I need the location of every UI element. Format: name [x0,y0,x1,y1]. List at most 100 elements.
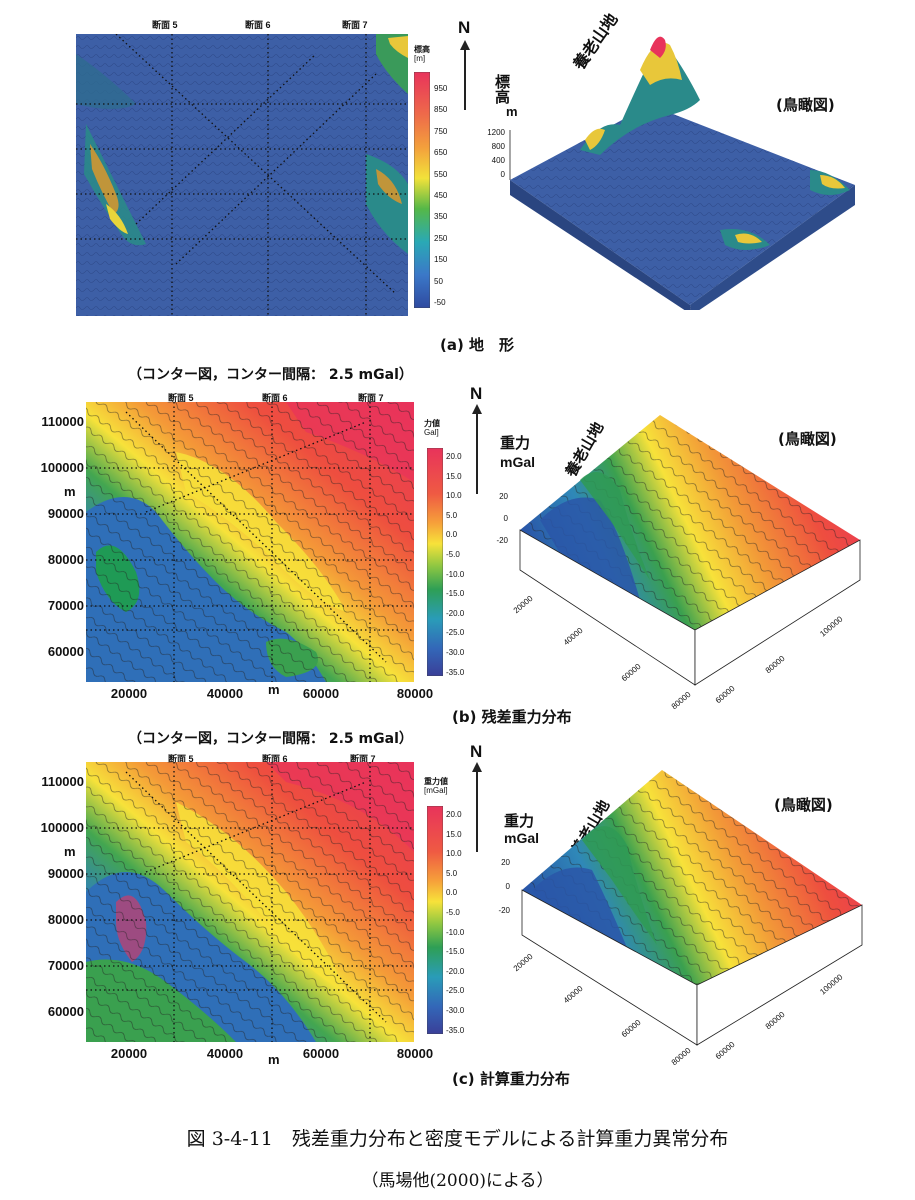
z-tick: -20 [496,536,508,545]
grav-legend-value: -35.0 [446,1025,465,1035]
elev-z-ticks: 1200 800 400 0 [475,128,505,184]
section-label-5: 断面 5 [168,393,194,403]
section-label-6: 断面 6 [262,393,288,403]
elev-legend-value: -50 [434,297,446,307]
north-label-b: N [470,384,483,403]
y-unit-c: m [64,844,76,859]
figure-source: （馬場他(2000)による） [361,1171,554,1191]
elev-legend-value: 550 [434,169,448,179]
grav-legend-title-c: 重力値 [424,777,448,786]
grav-legend-value: -15.0 [446,947,465,957]
elev-legend-value: 450 [434,190,448,200]
section-label-7: 断面 7 [358,393,384,403]
elev-z-title: 標高 [493,74,511,104]
z-title-c: 重力 [504,812,535,830]
grav-legend-unit-b: Gal] [424,428,439,437]
grav-legend-value: -20.0 [446,966,465,976]
z-tick: 0 [503,514,508,523]
section-label-7: 断面 7 [350,754,376,764]
x-tick: 60000 [302,1046,340,1061]
elev-z-tick: 0 [500,170,505,179]
grav-legend-value: -5.0 [446,549,460,559]
grav-legend-value: 15.0 [446,829,462,839]
z-ticks-c: 20 0 -20 [490,858,510,930]
y-tick: 90000 [47,866,84,881]
grav-legend-value: 0.0 [446,888,458,898]
north-label-a: N [458,18,471,37]
elev-z-unit: m [506,104,518,119]
elev-legend-value: 250 [434,233,448,243]
grav-legend-value: -30.0 [446,647,465,657]
y-tick: 60000 [47,644,84,659]
elev-z-tick: 800 [491,142,505,151]
grav-legend-value: 20.0 [446,452,462,461]
grav-legend-value: -25.0 [446,628,465,638]
x-tick: 80000 [396,686,434,701]
y-tick: 80000 [47,912,84,927]
x-tick: 80000 [396,1046,434,1061]
elev-legend-value: 850 [434,105,448,115]
z-tick: 0 [505,882,510,891]
header-c: （コンター図，コンター間隔： 2.5 mGal） [128,731,413,747]
north-arrow-icon [460,40,470,110]
y-tick: 100000 [40,460,84,475]
y-tick: 110000 [41,414,84,429]
z-title-b: 重力 [500,434,531,452]
elev-legend-unit: [m] [414,54,426,63]
y-ticks-c: 110000 100000 90000 80000 70000 60000 [4,774,84,1050]
x-tick: 20000 [110,686,148,701]
elev-legend-values: 950 850 750 650 550 450 350 250 150 50 -… [434,84,464,319]
grav-legend-values-c: 20.0 15.0 10.0 5.0 0.0 -5.0 -10.0 -15.0 … [446,810,480,1045]
section-label-5: 断面 5 [152,20,178,30]
grav-legend-value: -10.0 [446,569,465,579]
x-unit-b: m [268,682,280,697]
y-tick: 70000 [47,598,84,613]
z-tick: -20 [498,906,510,915]
z-unit-c: mGal [504,830,540,846]
section-label-7: 断面 7 [342,20,368,30]
y-tick: 110000 [41,774,84,789]
grav-legend-value: -20.0 [446,608,465,618]
x-tick: 40000 [206,686,244,701]
grav-legend-value: -25.0 [446,986,465,996]
grav-legend-value: -15.0 [446,589,465,599]
grav-legend-value: -10.0 [446,927,465,937]
figure-caption: 図 3-4-11 残差重力分布と密度モデルによる計算重力異常分布 [186,1128,729,1150]
y-tick: 60000 [47,1004,84,1019]
elev-legend-value: 650 [434,148,448,158]
elev-legend-value: 350 [434,212,448,222]
birdseye-label-a: (鳥瞰図) [776,96,835,114]
grav-legend-value: 15.0 [446,471,462,481]
grav-legend-value: -35.0 [446,667,465,677]
grav-legend-value: 5.0 [446,868,458,878]
z-tick: 20 [501,858,510,867]
elev-colorbar [414,72,430,308]
grav-colorbar-c [427,806,443,1034]
z-ticks-b: 20 0 -20 [488,492,508,558]
grav-legend-value: -5.0 [446,907,460,917]
grav-colorbar-b [427,448,443,676]
grav-legend-value: 5.0 [446,510,458,520]
terrain-map [76,34,408,316]
caption-b: (b) 残差重力分布 [452,708,572,726]
x-unit-c: m [268,1052,280,1067]
z-unit-b: mGal [500,454,536,470]
grav-legend-title-b: 力値 [424,419,440,428]
section-label-6: 断面 6 [245,20,271,30]
section-label-5: 断面 5 [168,754,194,764]
grav-legend-value: 10.0 [446,849,462,859]
y-tick: 100000 [40,820,84,835]
z-tick: 20 [499,492,508,501]
computed-gravity-birdseye [521,770,863,1046]
north-label-c: N [470,742,483,761]
elev-z-tick: 400 [491,156,505,165]
grav-legend-value: 20.0 [446,810,462,819]
elev-legend-value: 950 [434,84,448,93]
elev-legend-title: 標高 [414,45,430,54]
y-tick: 90000 [47,506,84,521]
terrain-birdseye [509,36,855,310]
y-tick: 70000 [47,958,84,973]
y-tick: 80000 [47,552,84,567]
elev-legend-value: 750 [434,126,448,136]
x-tick: 20000 [110,1046,148,1061]
